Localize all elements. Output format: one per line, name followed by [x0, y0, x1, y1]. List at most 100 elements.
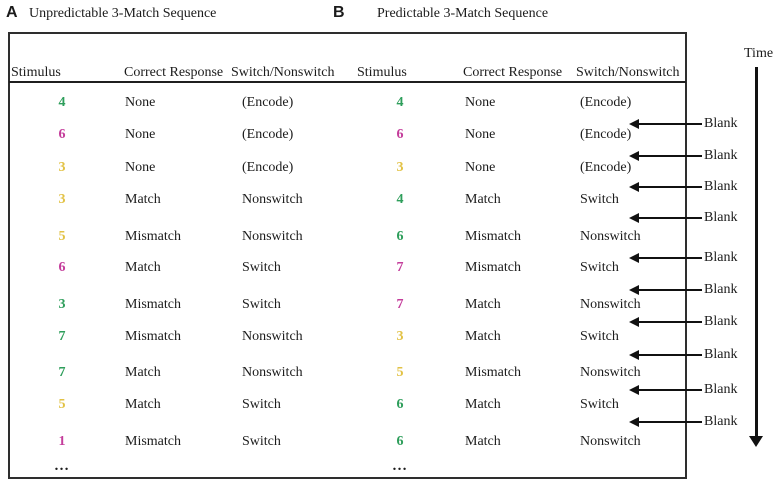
blank-arrow-line: [636, 257, 702, 259]
left-arrowhead-icon: [629, 417, 639, 427]
stimulus-value: 6: [396, 434, 404, 449]
left-arrowhead-icon: [629, 119, 639, 129]
switch-type-value: Switch: [580, 192, 619, 207]
blank-label: Blank: [704, 210, 738, 225]
response-value: Match: [465, 297, 501, 312]
stimulus-value: 5: [58, 397, 66, 412]
switch-type-value: (Encode): [242, 127, 294, 142]
stimulus-value: 7: [396, 297, 404, 312]
stimulus-value: 6: [58, 260, 66, 275]
left-arrowhead-icon: [629, 317, 639, 327]
blank-label: Blank: [704, 347, 738, 362]
blank-arrow-line: [636, 186, 702, 188]
response-value: Mismatch: [465, 365, 521, 380]
switch-type-value: Nonswitch: [580, 229, 641, 244]
left-arrowhead-icon: [629, 182, 639, 192]
stimulus-value: 7: [58, 365, 66, 380]
time-arrowhead-icon: [749, 436, 763, 447]
switch-type-value: (Encode): [580, 95, 632, 110]
response-value: None: [125, 160, 156, 175]
left-arrowhead-icon: [629, 385, 639, 395]
switch-type-value: Switch: [580, 397, 619, 412]
switch-type-value: Switch: [580, 260, 619, 275]
stimulus-value: 6: [396, 229, 404, 244]
switch-type-value: Switch: [580, 329, 619, 344]
switch-type-value: Switch: [242, 397, 281, 412]
switch-type-value: Nonswitch: [242, 329, 303, 344]
response-value: Match: [125, 397, 161, 412]
stimulus-value: 3: [58, 297, 66, 312]
stimulus-value: 4: [58, 95, 66, 110]
panel-a-header-correct-response: Correct Response: [124, 65, 224, 80]
switch-type-value: Switch: [242, 434, 281, 449]
stimulus-value: 5: [396, 365, 404, 380]
switch-type-value: (Encode): [242, 95, 294, 110]
blank-label: Blank: [704, 179, 738, 194]
sequence-table-frame: [8, 32, 687, 479]
switch-type-value: Nonswitch: [580, 434, 641, 449]
time-arrow-line: [755, 67, 758, 436]
switch-type-value: (Encode): [242, 160, 294, 175]
blank-label: Blank: [704, 414, 738, 429]
left-arrowhead-icon: [629, 285, 639, 295]
blank-label: Blank: [704, 282, 738, 297]
blank-arrow-line: [636, 321, 702, 323]
blank-label: Blank: [704, 116, 738, 131]
response-value: None: [465, 160, 496, 175]
panel-a-header-switch-nonswitch: Switch/Nonswitch: [231, 65, 335, 80]
response-value: Mismatch: [465, 260, 521, 275]
time-label: Time: [744, 46, 774, 61]
panel-a-title: Unpredictable 3-Match Sequence: [29, 6, 217, 21]
header-underline: [9, 81, 686, 83]
switch-type-value: Switch: [242, 297, 281, 312]
switch-type-value: (Encode): [580, 127, 632, 142]
stimulus-value: 7: [58, 329, 66, 344]
response-value: Match: [465, 434, 501, 449]
switch-type-value: (Encode): [580, 160, 632, 175]
response-value: Match: [125, 260, 161, 275]
panel-b-header-stimulus: Stimulus: [357, 65, 407, 80]
left-arrowhead-icon: [629, 253, 639, 263]
stimulus-value: 6: [396, 397, 404, 412]
stimulus-value: 5: [58, 229, 66, 244]
stimulus-value: 6: [58, 127, 66, 142]
response-value: None: [465, 127, 496, 142]
response-value: Mismatch: [125, 297, 181, 312]
panel-b-header-switch-nonswitch: Switch/Nonswitch: [576, 65, 680, 80]
blank-arrow-line: [636, 289, 702, 291]
panel-b-letter: B: [333, 4, 345, 21]
stimulus-value: 3: [396, 329, 404, 344]
stimulus-value: 4: [396, 95, 404, 110]
response-value: Match: [465, 192, 501, 207]
stimulus-value: 1: [58, 434, 66, 449]
response-value: Match: [125, 192, 161, 207]
left-arrowhead-icon: [629, 350, 639, 360]
blank-arrow-line: [636, 123, 702, 125]
blank-arrow-line: [636, 354, 702, 356]
response-value: None: [125, 127, 156, 142]
stimulus-value: 7: [396, 260, 404, 275]
panel-b-header-correct-response: Correct Response: [463, 65, 563, 80]
response-value: Match: [465, 329, 501, 344]
switch-type-value: Nonswitch: [580, 365, 641, 380]
panel-a-header-stimulus: Stimulus: [11, 65, 61, 80]
switch-type-value: Nonswitch: [580, 297, 641, 312]
blank-arrow-line: [636, 217, 702, 219]
left-arrowhead-icon: [629, 213, 639, 223]
response-value: Match: [465, 397, 501, 412]
switch-type-value: Nonswitch: [242, 365, 303, 380]
response-value: Mismatch: [125, 329, 181, 344]
stimulus-value: 4: [396, 192, 404, 207]
blank-label: Blank: [704, 250, 738, 265]
blank-label: Blank: [704, 314, 738, 329]
stimulus-value: 6: [396, 127, 404, 142]
response-value: Mismatch: [465, 229, 521, 244]
left-arrowhead-icon: [629, 151, 639, 161]
stimulus-value: 3: [58, 160, 66, 175]
blank-arrow-line: [636, 389, 702, 391]
blank-arrow-line: [636, 421, 702, 423]
stimulus-value: 3: [396, 160, 404, 175]
panel-b-ellipsis: …: [392, 458, 408, 474]
panel-a-ellipsis: …: [54, 458, 70, 474]
